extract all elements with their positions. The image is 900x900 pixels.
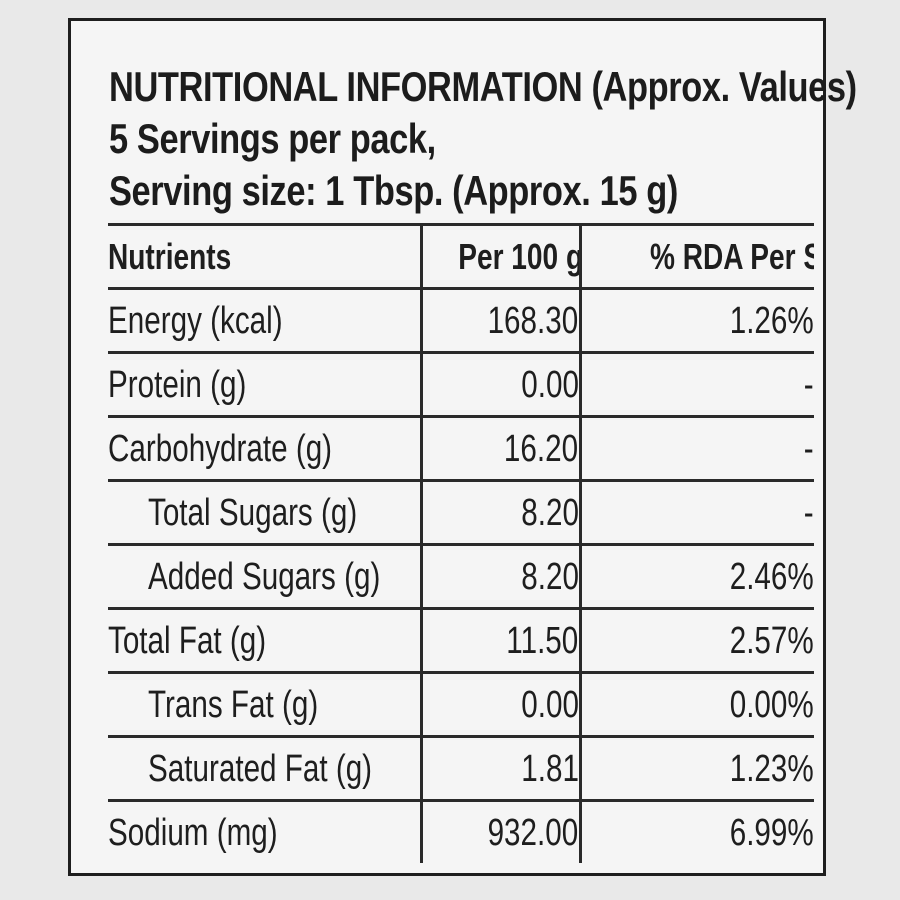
nutrient-name-cell: Added Sugars (g): [108, 543, 421, 610]
rda-value: -: [804, 363, 814, 406]
table-row: Sodium (mg) 932.00 6.99%: [108, 799, 814, 863]
per-100g-value-cell: 1.81: [419, 735, 580, 802]
table-row: Energy (kcal) 168.30 1.26%: [108, 287, 814, 354]
per-100g-value: 11.50: [506, 619, 579, 662]
nutrient-name: Total Sugars (g): [148, 491, 358, 534]
column-header-label: Nutrients: [108, 235, 232, 277]
nutrition-label-panel: NUTRITIONAL INFORMATION (Approx. Values)…: [68, 18, 857, 876]
table-row: Saturated Fat (g) 1.81 1.23%: [108, 735, 814, 802]
servings-per-pack: 5 Servings per pack,: [109, 115, 436, 162]
per-100g-value: 8.20: [520, 491, 579, 534]
table-row: Trans Fat (g) 0.00 0.00%: [108, 671, 814, 738]
nutrient-name-cell: Total Fat (g): [108, 607, 421, 674]
nutrition-table: Nutrients Per 100 g % RDA Per Serve* Ene…: [108, 223, 814, 863]
title-suffix: (Approx. Values): [582, 63, 857, 110]
per-100g-value: 0.00: [520, 683, 579, 726]
column-header-label: Per 100 g: [457, 235, 580, 277]
rda-value: 0.00%: [729, 683, 814, 726]
per-100g-value-cell: 16.20: [419, 415, 580, 482]
nutrient-name: Added Sugars (g): [148, 555, 381, 598]
rda-value-cell: 1.23%: [578, 735, 814, 802]
per-100g-value: 16.20: [504, 427, 579, 470]
nutrient-name-cell: Protein (g): [108, 351, 421, 418]
rda-value: 6.99%: [729, 811, 814, 854]
rda-value-cell: 2.46%: [578, 543, 814, 610]
rda-value-cell: 1.26%: [578, 287, 814, 354]
per-100g-value: 932.00: [487, 811, 579, 854]
rda-value-cell: 6.99%: [578, 799, 814, 863]
rda-value: 2.46%: [729, 555, 814, 598]
per-100g-value: 8.20: [520, 555, 579, 598]
table-row: Carbohydrate (g) 16.20 -: [108, 415, 814, 482]
label-heading: NUTRITIONAL INFORMATION (Approx. Values)…: [109, 61, 857, 217]
table-row: Total Fat (g) 11.50 2.57%: [108, 607, 814, 674]
per-100g-value: 168.30: [487, 299, 579, 342]
rda-value: -: [804, 427, 814, 470]
per-100g-value-cell: 168.30: [419, 287, 580, 354]
label-title: NUTRITIONAL INFORMATION (Approx. Values): [109, 61, 857, 113]
table-header-row: Nutrients Per 100 g % RDA Per Serve*: [108, 223, 814, 290]
column-header-label: % RDA Per Serve*: [649, 235, 814, 277]
nutrient-name: Protein (g): [108, 363, 247, 406]
per-100g-value: 1.81: [520, 747, 579, 790]
rda-value: -: [804, 491, 814, 534]
nutrient-name-cell: Total Sugars (g): [108, 479, 421, 546]
table-row: Added Sugars (g) 8.20 2.46%: [108, 543, 814, 610]
nutrient-name: Saturated Fat (g): [148, 747, 373, 790]
rda-value-cell: -: [578, 479, 814, 546]
rda-value-cell: -: [578, 351, 814, 418]
nutrient-name: Total Fat (g): [108, 619, 267, 662]
rda-value: 2.57%: [729, 619, 814, 662]
title-main: NUTRITIONAL INFORMATION: [109, 63, 583, 110]
nutrient-name: Carbohydrate (g): [108, 427, 333, 470]
rda-value-cell: 0.00%: [578, 671, 814, 738]
serving-size: Serving size: 1 Tbsp. (Approx. 15 g): [109, 167, 678, 214]
nutrient-name: Trans Fat (g): [148, 683, 319, 726]
rda-value: 1.26%: [729, 299, 814, 342]
rda-value: 1.23%: [729, 747, 814, 790]
per-100g-value-cell: 932.00: [419, 799, 580, 863]
nutrient-name: Energy (kcal): [108, 299, 283, 342]
table-row: Total Sugars (g) 8.20 -: [108, 479, 814, 546]
table-row: Protein (g) 0.00 -: [108, 351, 814, 418]
rda-value-cell: 2.57%: [578, 607, 814, 674]
nutrient-name-cell: Sodium (mg): [108, 799, 421, 863]
rda-value-cell: -: [578, 415, 814, 482]
per-100g-value-cell: 8.20: [419, 479, 580, 546]
column-header-per-100g: Per 100 g: [419, 223, 580, 290]
per-100g-value-cell: 0.00: [419, 671, 580, 738]
per-100g-value-cell: 11.50: [419, 607, 580, 674]
per-100g-value-cell: 0.00: [419, 351, 580, 418]
nutrient-name-cell: Energy (kcal): [108, 287, 421, 354]
per-100g-value: 0.00: [520, 363, 579, 406]
column-header-nutrients: Nutrients: [108, 223, 421, 290]
nutrient-name-cell: Carbohydrate (g): [108, 415, 421, 482]
nutrient-name-cell: Trans Fat (g): [108, 671, 421, 738]
per-100g-value-cell: 8.20: [419, 543, 580, 610]
nutrient-name: Sodium (mg): [108, 811, 278, 854]
nutrient-name-cell: Saturated Fat (g): [108, 735, 421, 802]
column-header-rda: % RDA Per Serve*: [578, 223, 814, 290]
